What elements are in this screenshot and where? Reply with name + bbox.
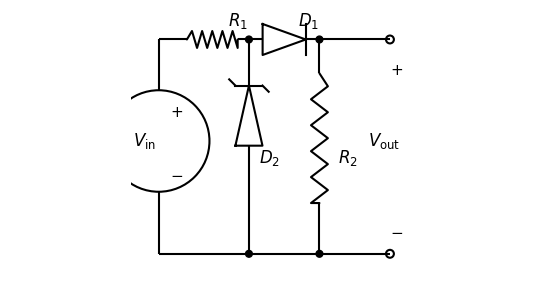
Text: $V_{\mathrm{out}}$: $V_{\mathrm{out}}$ (368, 131, 400, 151)
Text: $D_2$: $D_2$ (259, 148, 280, 168)
Text: $-$: $-$ (390, 224, 403, 239)
Circle shape (245, 250, 252, 257)
Text: $+$: $+$ (390, 63, 403, 78)
Circle shape (316, 36, 323, 43)
Text: $R_1$: $R_1$ (228, 11, 248, 31)
Text: $D_1$: $D_1$ (298, 11, 319, 31)
Circle shape (316, 250, 323, 257)
Text: $V_{\mathrm{in}}$: $V_{\mathrm{in}}$ (134, 131, 156, 151)
Text: $R_2$: $R_2$ (338, 148, 358, 168)
Circle shape (245, 36, 252, 43)
Text: $-$: $-$ (171, 167, 184, 182)
Text: $+$: $+$ (171, 105, 184, 120)
